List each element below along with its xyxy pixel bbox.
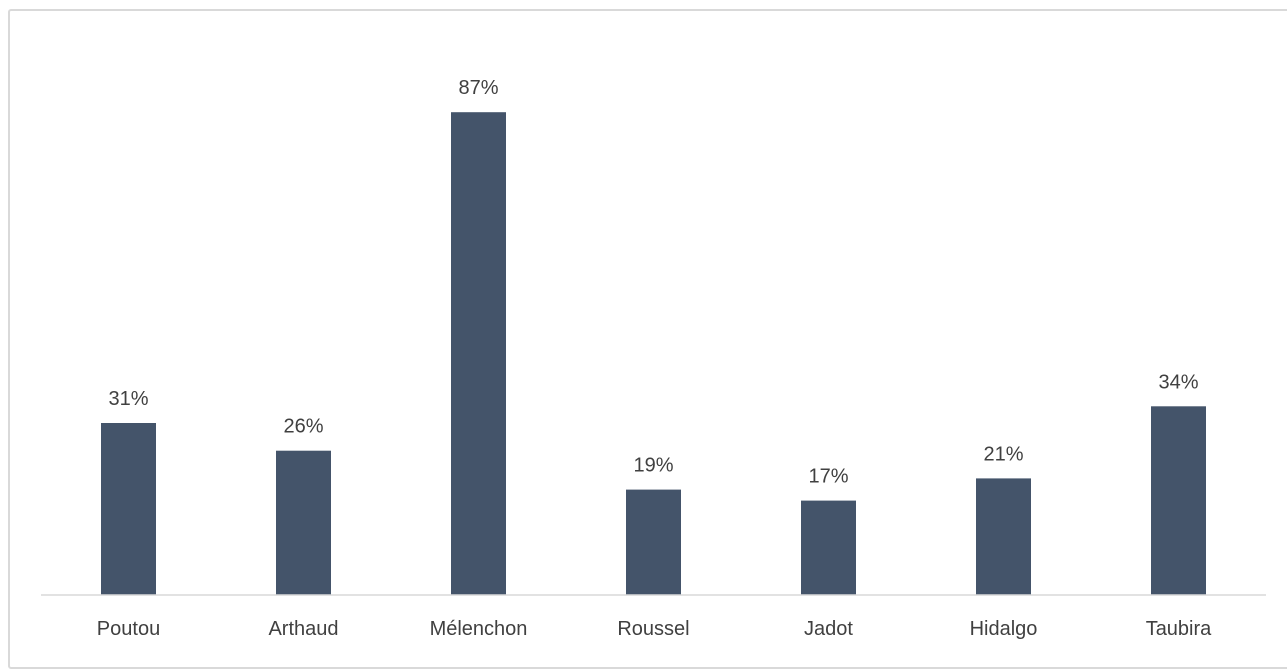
data-label: 87% bbox=[458, 77, 498, 99]
bar-melenchon bbox=[451, 112, 506, 595]
bar-poutou bbox=[101, 423, 156, 595]
bar-jadot bbox=[801, 500, 856, 595]
bar-chart: 31% Poutou 26% Arthaud 87% Mélenchon 19% Rousse… bbox=[41, 77, 1266, 640]
category-label: Jadot bbox=[804, 618, 853, 640]
bar-hidalgo bbox=[976, 478, 1031, 595]
category-label: Mélenchon bbox=[430, 618, 528, 640]
category-label: Taubira bbox=[1146, 618, 1212, 640]
bar-roussel bbox=[626, 489, 681, 596]
data-label: 31% bbox=[108, 388, 148, 410]
data-label: 34% bbox=[1158, 371, 1198, 393]
category-label: Arthaud bbox=[268, 618, 338, 640]
bar-taubira bbox=[1151, 406, 1206, 595]
category-label: Hidalgo bbox=[970, 618, 1038, 640]
labels-layer: 31% Poutou 26% Arthaud 87% Mélenchon 19% Rousse… bbox=[97, 77, 1212, 640]
bar-arthaud bbox=[276, 450, 331, 595]
data-label: 17% bbox=[808, 466, 848, 488]
data-label: 19% bbox=[633, 455, 673, 477]
data-label: 26% bbox=[283, 416, 323, 438]
bars-layer bbox=[101, 112, 1206, 596]
category-label: Poutou bbox=[97, 618, 160, 640]
data-label: 21% bbox=[983, 443, 1023, 465]
category-label: Roussel bbox=[617, 618, 689, 640]
